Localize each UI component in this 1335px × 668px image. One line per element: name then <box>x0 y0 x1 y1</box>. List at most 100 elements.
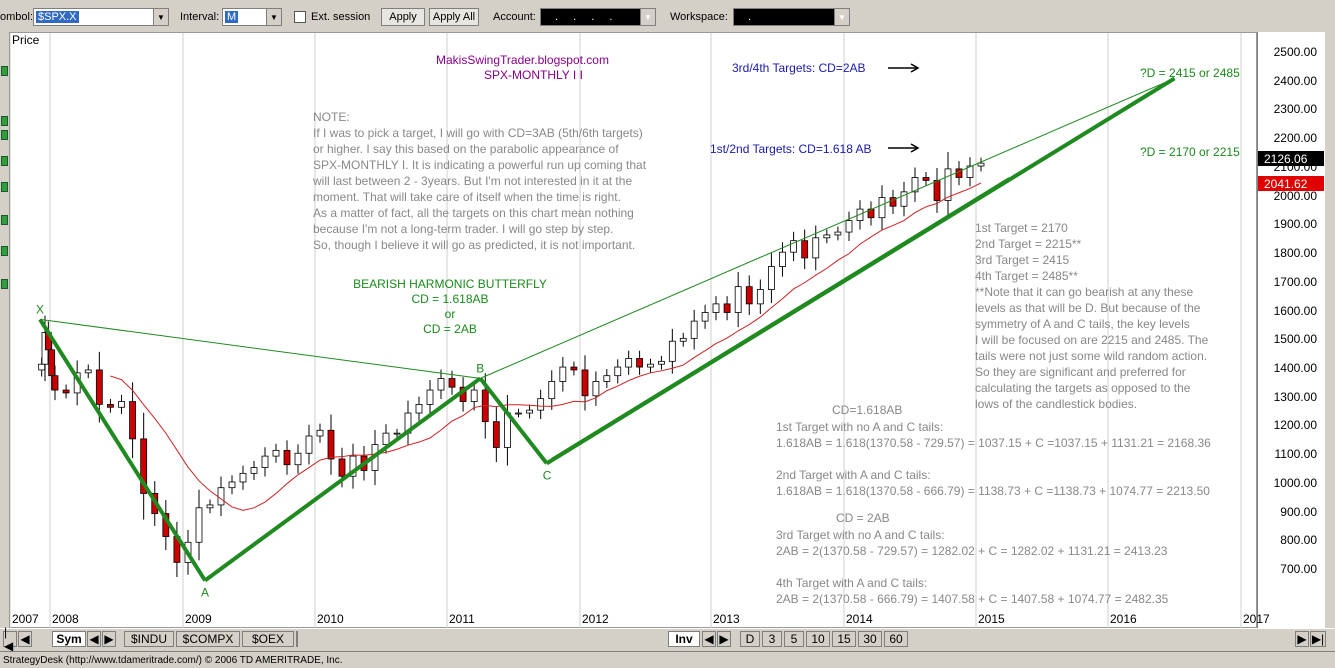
right-arrow-icon[interactable]: ▶ <box>1295 631 1309 647</box>
butterfly-line: CD = 1.618AB <box>411 292 489 306</box>
apply-all-button[interactable]: Apply All <box>429 8 479 26</box>
leg-ab <box>203 376 482 583</box>
candle-body <box>592 381 600 397</box>
candle-body <box>944 168 952 201</box>
note-line: moment. That will take care of itself wh… <box>313 190 621 204</box>
period-5[interactable]: 5 <box>784 631 804 647</box>
candle-body <box>790 240 797 253</box>
indicator-marker[interactable] <box>1 182 8 192</box>
left-arrow-icon[interactable]: ◀ <box>702 631 716 647</box>
sym-button[interactable]: Sym <box>52 631 86 647</box>
calc-line: 1.618AB = 1.618(1370.58 - 729.57) = 1037… <box>776 436 1211 450</box>
indicator-marker[interactable] <box>1 246 8 256</box>
chevron-down-icon[interactable]: ▼ <box>153 9 168 25</box>
candle-body <box>745 286 753 305</box>
workspace-label: Workspace: <box>670 11 728 23</box>
indicator-marker[interactable] <box>1 66 8 76</box>
period-60[interactable]: 60 <box>884 631 908 647</box>
tab-compx[interactable]: $COMPX <box>176 631 240 647</box>
chevron-down-icon[interactable]: ▼ <box>834 9 849 25</box>
period-10[interactable]: 10 <box>806 631 830 647</box>
candle-body <box>625 358 633 368</box>
period-30[interactable]: 30 <box>858 631 882 647</box>
candle-body <box>834 231 842 236</box>
left-arrow-icon[interactable]: ◀ <box>18 631 32 647</box>
candle-body <box>316 429 324 437</box>
candle-body <box>95 369 103 405</box>
candlestick-series <box>38 151 985 578</box>
period-3[interactable]: 3 <box>762 631 782 647</box>
tab-indu[interactable]: $INDU <box>124 631 174 647</box>
last-icon[interactable]: ▶| <box>1310 631 1326 647</box>
candle-body <box>668 340 676 362</box>
chart-title: MakisSwingTrader.blogspot.com <box>436 53 609 67</box>
y-tick-label: 2300.00 <box>1273 102 1317 117</box>
workspace-combo[interactable]: . ▼ <box>733 8 850 26</box>
x-tick-label: 2015 <box>978 612 1005 626</box>
target-list: 1st Target = 2170 2nd Target = 2215** 3rd … <box>975 220 1208 412</box>
indicator-marker[interactable] <box>1 215 8 225</box>
account-combo[interactable]: . . . . ▼ <box>540 8 656 26</box>
chevron-down-icon[interactable]: ▼ <box>266 9 281 25</box>
tab-oex[interactable]: $OEX <box>242 631 294 647</box>
d-lower-label: ?D = 2170 or 2215 <box>1140 145 1240 159</box>
x-tick-label: 2017 <box>1243 612 1270 626</box>
x-tick-label: 2013 <box>713 612 740 626</box>
chart-subtitle: SPX-MONTHLY I I <box>484 68 583 82</box>
candle-body <box>734 286 742 313</box>
candle-body <box>272 449 280 457</box>
checkbox-icon[interactable] <box>294 11 306 23</box>
candle-body <box>679 337 687 342</box>
ma-price-tag: 2041.62 <box>1258 176 1324 191</box>
right-arrow-icon[interactable]: ▶ <box>717 631 731 647</box>
calc-line: 1.618AB = 1.618(1370.58 - 666.79) = 1138… <box>776 484 1210 498</box>
target-line: 1st Target = 2170 <box>975 221 1068 235</box>
candle-body <box>779 251 786 267</box>
candle-body <box>38 363 46 371</box>
candle-body <box>62 389 70 394</box>
butterfly-line: or <box>444 307 456 321</box>
calc-line <box>776 451 1211 467</box>
candle-body <box>470 389 478 402</box>
candle-body <box>195 507 203 543</box>
candle-body <box>977 162 985 167</box>
price-axis[interactable]: 700.00 800.00 900.00 1000.00 1100.00 1200.00 1… <box>1257 32 1325 628</box>
candle-body <box>900 191 908 207</box>
period-15[interactable]: 15 <box>832 631 856 647</box>
y-tick-label: 1800.00 <box>1273 246 1317 261</box>
indicator-marker[interactable] <box>1 156 8 166</box>
period-D[interactable]: D <box>740 631 760 647</box>
left-arrow-icon[interactable]: ◀ <box>87 631 101 647</box>
candle-body <box>911 177 919 193</box>
calc-block-1: 1st Target with no A and C tails: 1.618AB… <box>776 419 1211 499</box>
interval-combo[interactable]: M ▼ <box>222 8 282 26</box>
price-label: Price <box>12 33 40 47</box>
indicator-marker[interactable] <box>1 116 8 126</box>
symbol-combo[interactable]: $SPX.X ▼ <box>33 8 169 26</box>
butterfly-label: BEARISH HARMONIC BUTTERFLY CD = 1.618AB or… <box>345 277 555 337</box>
candle-body <box>228 481 236 489</box>
right-arrow-icon[interactable]: ▶ <box>102 631 116 647</box>
y-tick-label: 2200.00 <box>1273 131 1317 146</box>
chart-canvas[interactable]: X A B C <box>10 33 1258 629</box>
indicator-marker[interactable] <box>1 279 8 289</box>
candle-body <box>239 472 247 483</box>
note-line: or higher. I say this based on the parab… <box>313 142 619 156</box>
candle-body <box>437 378 445 391</box>
d-upper-label: ?D = 2415 or 2485 <box>1140 66 1240 80</box>
first-icon[interactable]: |◀ <box>3 625 17 653</box>
candle-body <box>548 381 556 400</box>
apply-button[interactable]: Apply <box>381 8 425 26</box>
indicator-marker[interactable] <box>1 130 8 140</box>
note-line: If I was to pick a target, I will go wit… <box>313 126 643 140</box>
chevron-down-icon[interactable]: ▼ <box>640 9 655 25</box>
chart-panel[interactable]: X A B C Price MakisSwingTrader.blogspot.com… <box>9 32 1258 629</box>
y-tick-label: 1200.00 <box>1273 418 1317 433</box>
calc-head-1: CD=1.618AB <box>832 403 903 417</box>
note-line: SPX-MONTHLY I. It is indicating a powerf… <box>313 158 647 172</box>
inv-button[interactable]: Inv <box>668 631 700 647</box>
candle-body <box>690 320 698 339</box>
note-title: NOTE: <box>313 110 350 124</box>
ext-session-checkbox[interactable]: Ext. session <box>294 8 370 26</box>
y-tick-label: 1500.00 <box>1273 332 1317 347</box>
